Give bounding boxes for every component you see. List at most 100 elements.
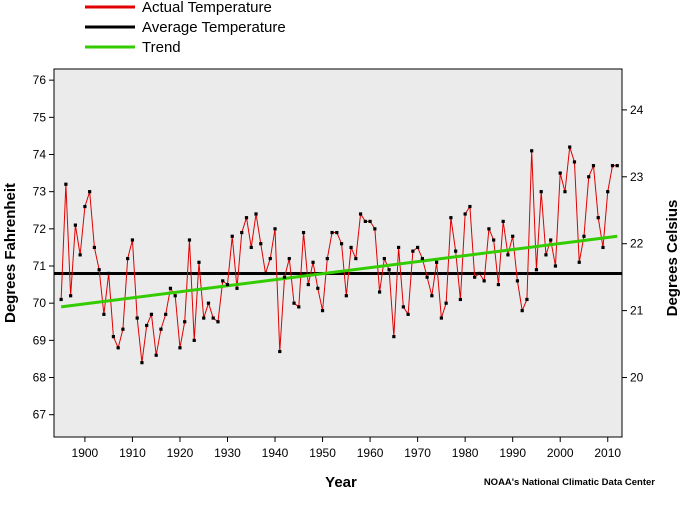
data-point bbox=[615, 164, 619, 168]
data-point bbox=[145, 323, 149, 328]
y-tick-label: 72 bbox=[33, 222, 47, 236]
data-point bbox=[515, 279, 520, 283]
data-point bbox=[244, 216, 249, 220]
data-point bbox=[430, 294, 434, 298]
data-point bbox=[221, 279, 225, 283]
legend: Actual Temperature Average Temperature T… bbox=[85, 0, 286, 56]
data-point bbox=[539, 190, 543, 194]
data-point bbox=[140, 361, 144, 365]
y-tick-label: 71 bbox=[33, 259, 47, 273]
data-point bbox=[240, 230, 244, 235]
x-tick-label: 1940 bbox=[262, 446, 289, 460]
data-point bbox=[591, 164, 596, 168]
x-tick-label: 1990 bbox=[499, 446, 526, 460]
data-point bbox=[601, 245, 605, 250]
data-point bbox=[73, 223, 77, 227]
y2-tick-label: 24 bbox=[630, 103, 644, 117]
y-tick-label: 73 bbox=[33, 185, 47, 199]
data-point bbox=[83, 204, 87, 209]
data-point bbox=[482, 279, 486, 283]
data-point bbox=[358, 212, 363, 216]
data-point bbox=[130, 238, 135, 242]
data-point bbox=[149, 312, 154, 316]
data-point bbox=[449, 216, 453, 220]
data-point bbox=[64, 182, 68, 186]
data-point bbox=[563, 190, 567, 194]
y-axis-title: Degrees Fahrenheit bbox=[2, 183, 19, 323]
data-point bbox=[306, 282, 310, 287]
data-point bbox=[349, 245, 353, 250]
y2-axis-title: Degrees Celsius bbox=[664, 200, 681, 317]
data-point bbox=[525, 297, 529, 302]
data-point bbox=[411, 249, 415, 253]
data-point bbox=[292, 301, 296, 305]
data-point bbox=[59, 297, 63, 302]
data-point bbox=[107, 271, 111, 276]
legend-label-average: Average Temperature bbox=[142, 19, 286, 36]
data-point bbox=[387, 268, 391, 272]
data-point bbox=[135, 316, 139, 320]
y-tick-label: 67 bbox=[33, 408, 47, 422]
data-point bbox=[572, 160, 577, 164]
data-point bbox=[202, 316, 206, 320]
data-point bbox=[154, 353, 158, 357]
data-point bbox=[92, 245, 97, 250]
data-point bbox=[416, 245, 420, 250]
data-point bbox=[530, 149, 534, 153]
data-point bbox=[610, 164, 615, 168]
data-point bbox=[368, 219, 372, 224]
legend-label-trend: Trend bbox=[142, 39, 181, 56]
x-axis-title: Year bbox=[325, 474, 357, 491]
data-point bbox=[225, 282, 230, 287]
y-axis-right: 20 21 22 23 24 bbox=[622, 103, 644, 385]
y2-tick-label: 22 bbox=[630, 237, 644, 251]
x-tick-label: 1930 bbox=[214, 446, 241, 460]
data-point bbox=[111, 335, 116, 339]
data-point bbox=[268, 256, 272, 261]
data-point bbox=[316, 286, 320, 290]
x-tick-label: 1950 bbox=[309, 446, 336, 460]
x-tick-label: 1900 bbox=[72, 446, 99, 460]
data-point bbox=[159, 327, 163, 331]
y2-tick-label: 23 bbox=[630, 170, 644, 184]
y-tick-label: 70 bbox=[33, 296, 47, 310]
data-point bbox=[168, 286, 173, 290]
data-point bbox=[320, 309, 325, 313]
data-point bbox=[401, 305, 405, 309]
data-point bbox=[230, 234, 234, 238]
data-point bbox=[354, 256, 358, 261]
data-point bbox=[439, 316, 443, 320]
data-point bbox=[496, 282, 501, 287]
actual-temperature-line bbox=[60, 146, 618, 363]
data-point bbox=[69, 294, 73, 298]
data-point bbox=[549, 238, 553, 242]
data-point bbox=[116, 346, 120, 350]
data-point bbox=[454, 249, 458, 253]
data-point bbox=[473, 275, 477, 279]
data-point bbox=[297, 305, 301, 309]
data-point bbox=[363, 219, 367, 224]
data-point bbox=[254, 212, 258, 216]
data-point bbox=[373, 227, 377, 231]
data-point bbox=[544, 253, 548, 257]
x-tick-label: 2010 bbox=[594, 446, 621, 460]
y-tick-label: 74 bbox=[33, 147, 47, 161]
data-point bbox=[164, 312, 168, 316]
data-point bbox=[235, 286, 239, 290]
x-tick-label: 1960 bbox=[357, 446, 384, 460]
data-point bbox=[311, 260, 315, 264]
data-point bbox=[339, 242, 344, 246]
data-point bbox=[577, 260, 581, 264]
data-point bbox=[477, 271, 482, 276]
data-point bbox=[587, 175, 591, 179]
y-tick-label: 68 bbox=[33, 371, 47, 385]
data-point bbox=[534, 268, 539, 272]
y-tick-label: 75 bbox=[33, 110, 47, 124]
data-point bbox=[382, 256, 386, 261]
data-point bbox=[263, 271, 268, 276]
data-point bbox=[121, 327, 125, 331]
x-tick-label: 1970 bbox=[404, 446, 431, 460]
data-point bbox=[425, 275, 429, 279]
data-point bbox=[197, 260, 201, 264]
data-point bbox=[553, 264, 558, 268]
